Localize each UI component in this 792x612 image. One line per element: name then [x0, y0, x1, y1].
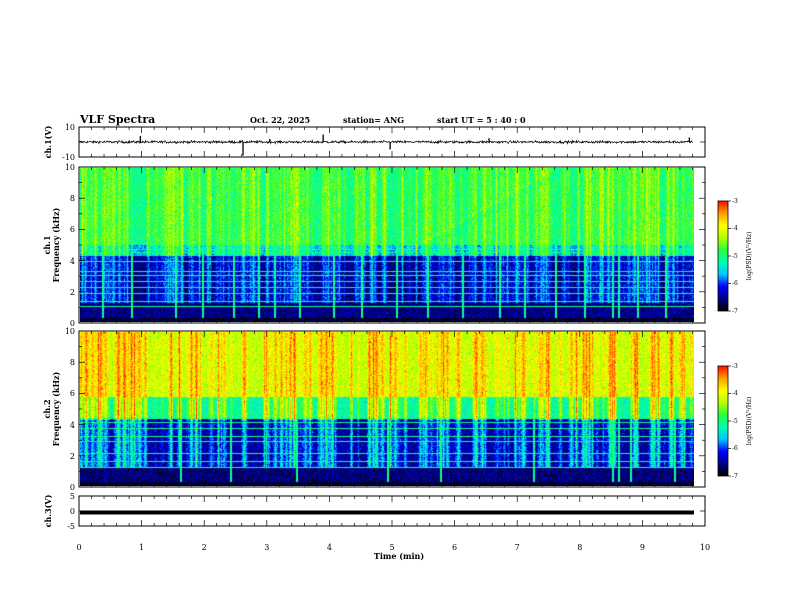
ch1-colorbar-label: log(PSD)(V²/Hz) — [746, 232, 753, 281]
time-tick-0: 0 — [76, 543, 81, 552]
ch2-freq-tick-4: 4 — [70, 421, 75, 430]
ch3-waveform-ticks — [78, 495, 706, 527]
ch2-colorbar-gradient — [718, 366, 728, 476]
station-label: station= ANG — [343, 115, 404, 125]
time-axis-label: Time (min) — [374, 551, 424, 561]
ch1-freq-tick-2: 2 — [70, 288, 75, 297]
ch1-freq-tick-8: 8 — [70, 194, 75, 203]
ch1-freq-tick-0: 0 — [70, 319, 75, 328]
ch2-spectrogram-ylabel-axis: Frequency (kHz) — [51, 371, 61, 446]
ch2-freq-tick-8: 8 — [70, 358, 75, 367]
ch2-freq-tick-2: 2 — [70, 452, 75, 461]
ch1-trace-line — [78, 139, 693, 145]
time-axis: 0 1 2 3 4 5 6 7 8 9 10 Time (min) — [76, 543, 710, 561]
ch1-colorbar-container — [718, 201, 728, 311]
ch1-spectrogram-ylabel-axis: Frequency (kHz) — [51, 207, 61, 282]
date-label: Oct. 22, 2025 — [250, 115, 310, 125]
ch2-spectrogram-container — [80, 332, 694, 486]
ch3-waveform-panel: 5 0 -5 ch.3(V) — [43, 492, 706, 531]
ch1-waveform-panel: 10 -10 ch.1(V) — [43, 123, 706, 162]
ch2-freq-tick-6: 6 — [70, 389, 75, 398]
ch2-spectrogram-heatmap — [80, 332, 694, 486]
ch2-cb-tick-m5: -5 — [732, 418, 738, 425]
ch1-freq-tick-6: 6 — [70, 225, 75, 234]
ch2-spectrogram-panel: 0 2 4 6 8 10 ch.2 Frequency (kHz) — [42, 327, 706, 492]
ch2-freq-tick-0: 0 — [70, 483, 75, 492]
ch1-cb-tick-m7: -7 — [732, 308, 738, 315]
ch2-cb-tick-m3: -3 — [732, 363, 738, 370]
time-tick-6: 6 — [452, 543, 457, 552]
ch1-colorbar-ticks — [728, 200, 731, 312]
ch2-colorbar-label: log(PSD)(V²/Hz) — [746, 397, 753, 446]
ch2-freq-tick-10: 10 — [65, 327, 75, 336]
ch1-colorbar-gradient — [718, 201, 728, 311]
time-tick-10: 10 — [700, 543, 710, 552]
ch2-cb-tick-m7: -7 — [732, 473, 738, 480]
ch1-freq-tick-10: 10 — [65, 163, 75, 172]
ch1-ytick-top: 10 — [65, 123, 75, 132]
ch3-ytick-top: 5 — [70, 492, 75, 501]
time-tick-5: 5 — [389, 543, 394, 552]
time-tick-7: 7 — [515, 543, 520, 552]
ch2-spectrogram-ticks — [78, 330, 706, 488]
ch1-ytick-bottom: -10 — [62, 153, 75, 162]
time-tick-3: 3 — [264, 543, 269, 552]
ch1-spectrogram-ticks — [78, 166, 706, 324]
ch3-ytick-bottom: -5 — [67, 522, 75, 531]
ch2-colorbar-ticks — [728, 365, 731, 477]
ch1-waveform-ylabel: ch.1(V) — [43, 125, 53, 158]
time-tick-8: 8 — [577, 543, 582, 552]
ch1-spectrogram-heatmap — [80, 168, 694, 322]
ch3-ytick-mid: 0 — [70, 507, 75, 516]
time-tick-2: 2 — [202, 543, 207, 552]
ch1-cb-tick-m6: -6 — [732, 280, 738, 287]
ch3-trace-line — [80, 510, 694, 515]
time-tick-4: 4 — [327, 543, 332, 552]
ch3-waveform-ylabel: ch.3(V) — [43, 494, 53, 527]
time-tick-1: 1 — [139, 543, 144, 552]
ch1-spikes — [139, 134, 690, 156]
ch1-spectrogram-container — [80, 168, 694, 322]
ch1-waveform-ticks — [78, 126, 706, 158]
time-tick-9: 9 — [640, 543, 645, 552]
ch2-spectrogram-ylabel-channel: ch.2 — [42, 399, 52, 418]
ch1-spectrogram-panel: 0 2 4 6 8 10 ch.1 Frequency (kHz) — [42, 163, 706, 328]
ch2-cb-tick-m6: -6 — [732, 445, 738, 452]
ch1-freq-tick-4: 4 — [70, 257, 75, 266]
ch2-colorbar: -3 -4 -5 -6 -7 log(PSD)(V²/Hz) — [717, 363, 753, 480]
start-ut-label: start UT = 5 : 40 : 0 — [437, 115, 526, 125]
ch2-colorbar-container — [718, 366, 728, 476]
ch2-cb-tick-m4: -4 — [732, 390, 738, 397]
figure-title: VLF Spectra — [79, 113, 155, 126]
ch1-cb-tick-m4: -4 — [732, 225, 738, 232]
ch1-spectrogram-ylabel-channel: ch.1 — [42, 235, 52, 254]
ch1-cb-tick-m5: -5 — [732, 253, 738, 260]
ch1-colorbar: -3 -4 -5 -6 -7 log(PSD)(V²/Hz) — [717, 198, 753, 315]
ch1-cb-tick-m3: -3 — [732, 198, 738, 205]
